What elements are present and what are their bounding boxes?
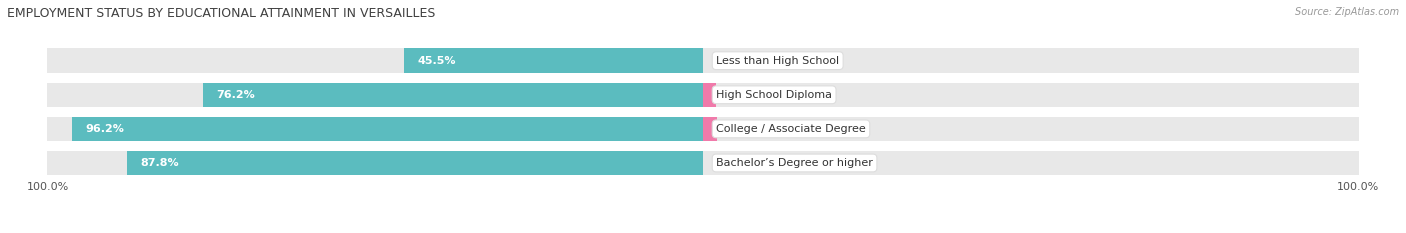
Text: College / Associate Degree: College / Associate Degree	[716, 124, 866, 134]
Text: High School Diploma: High School Diploma	[716, 90, 832, 100]
Bar	[202, 82, 703, 107]
Bar	[46, 48, 703, 73]
Bar	[703, 82, 1360, 107]
Text: 2.2%: 2.2%	[731, 124, 759, 134]
Text: 76.2%: 76.2%	[217, 90, 254, 100]
Text: 87.8%: 87.8%	[141, 158, 179, 168]
Bar	[405, 48, 703, 73]
Text: 0.0%: 0.0%	[716, 158, 744, 168]
Text: EMPLOYMENT STATUS BY EDUCATIONAL ATTAINMENT IN VERSAILLES: EMPLOYMENT STATUS BY EDUCATIONAL ATTAINM…	[7, 7, 436, 20]
Text: Bachelor’s Degree or higher: Bachelor’s Degree or higher	[716, 158, 873, 168]
Bar	[46, 82, 703, 107]
Bar	[72, 116, 703, 141]
Text: 96.2%: 96.2%	[84, 124, 124, 134]
Text: Less than High School: Less than High School	[716, 56, 839, 66]
Legend: In Labor Force, Unemployed: In Labor Force, Unemployed	[593, 231, 813, 233]
Text: Source: ZipAtlas.com: Source: ZipAtlas.com	[1295, 7, 1399, 17]
Bar	[703, 151, 1360, 175]
Text: 2.0%: 2.0%	[730, 90, 758, 100]
Bar	[127, 151, 703, 175]
Bar	[703, 116, 1360, 141]
Bar	[46, 116, 703, 141]
Bar	[703, 48, 1360, 73]
Text: 0.0%: 0.0%	[716, 56, 744, 66]
Bar	[703, 82, 716, 107]
Text: 45.5%: 45.5%	[418, 56, 456, 66]
Bar	[703, 116, 717, 141]
Text: 100.0%: 100.0%	[1337, 182, 1379, 192]
Text: 100.0%: 100.0%	[27, 182, 69, 192]
Bar	[46, 151, 703, 175]
